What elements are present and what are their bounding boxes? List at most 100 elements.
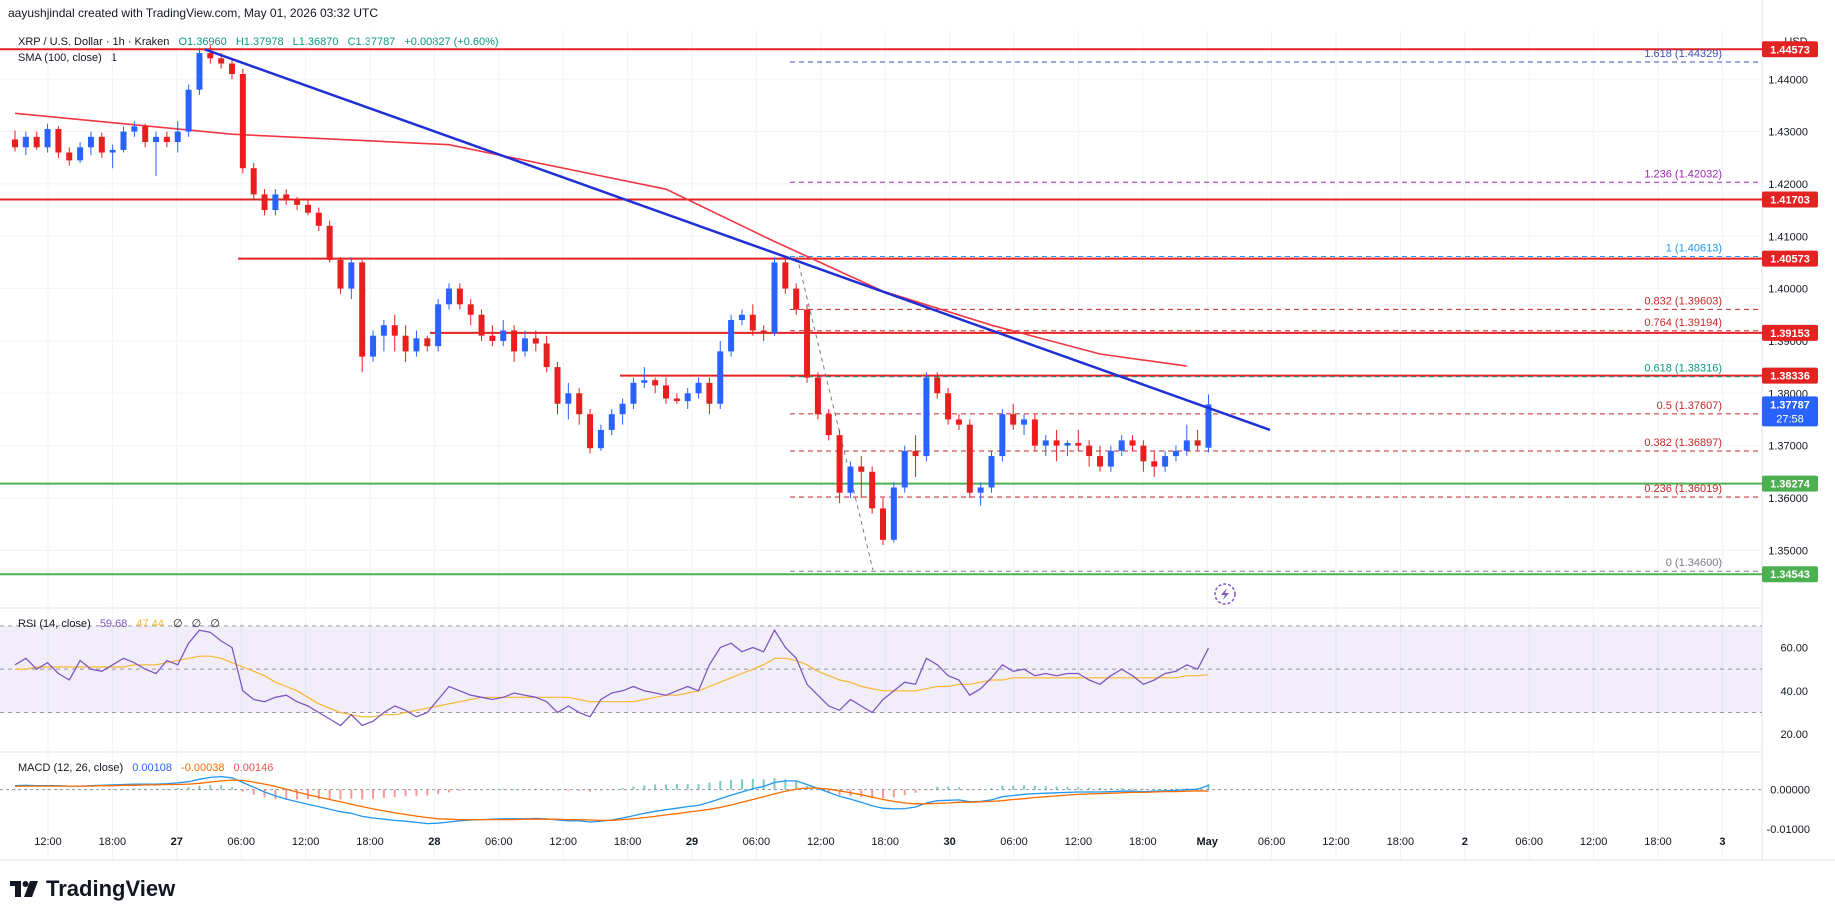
candle-up (109, 144, 116, 169)
candle-down (663, 377, 669, 404)
candle-body (521, 338, 528, 352)
candle-up (890, 482, 897, 543)
candle-down (337, 257, 344, 294)
level-tag-label: 1.40573 (1770, 254, 1810, 266)
macd-histogram-bar (35, 789, 38, 790)
macd-histogram-bar (372, 789, 375, 799)
candle-body (250, 168, 257, 195)
macd-histogram-bar (1185, 788, 1188, 790)
fib-level-label: 0.764 (1.39194) (1644, 317, 1722, 329)
candle-up (977, 482, 984, 506)
candle-body (87, 136, 94, 148)
sma-line (14, 112, 1187, 367)
candle-up (87, 131, 94, 156)
macd-histogram-bar (925, 788, 928, 790)
price-tick-label: 1.36000 (1768, 493, 1808, 505)
candle-up (1162, 450, 1169, 472)
candle-body (836, 435, 843, 493)
macd-histogram-bar (469, 789, 472, 791)
macd-histogram-bar (328, 789, 331, 800)
candle-up (1205, 394, 1212, 453)
fib-level-label: 1.236 (1.42032) (1644, 168, 1722, 180)
candle-body (587, 414, 594, 449)
candle-body (554, 367, 561, 404)
macd-histogram-bar (795, 781, 798, 790)
candle-body (532, 338, 539, 344)
candle-down (836, 429, 843, 504)
candle-body (229, 63, 235, 75)
publish-caption: aayushjindal created with TradingView.co… (8, 6, 378, 20)
macd-histogram-bar (176, 788, 179, 790)
candle-body (294, 199, 301, 205)
macd-histogram-bar (1131, 788, 1134, 790)
candle-body (120, 131, 127, 150)
candle-body (652, 380, 659, 386)
rsi-legend[interactable]: RSI (14, close) 59.68 47.44 ∅ ∅ ∅ (18, 617, 226, 630)
candle-up (174, 121, 181, 153)
candle-down (869, 466, 876, 514)
candle-body (12, 139, 18, 148)
rsi-band (0, 625, 1762, 791)
candle-down (33, 131, 40, 150)
candle-body (402, 335, 409, 352)
candle-down (359, 259, 366, 373)
sma-hidden-count: 1 (110, 52, 117, 64)
macd-histogram-bar (523, 789, 526, 790)
macd-histogram-bar (502, 788, 505, 790)
candle-body (565, 393, 572, 404)
candle-up (1118, 435, 1125, 457)
candle-up (999, 408, 1006, 462)
level-tag-label: 1.44573 (1770, 44, 1810, 56)
candle-body (1118, 440, 1125, 451)
candle-up (44, 123, 51, 153)
level-tag-label: 1.36274 (1770, 479, 1811, 491)
candle-down (239, 68, 246, 174)
fib-level-label: 0.5 (1.37607) (1657, 400, 1722, 412)
candle-down (652, 377, 659, 394)
time-tick-label: 18:00 (1644, 836, 1672, 848)
candle-down (543, 335, 550, 373)
macd-legend[interactable]: MACD (12, 26, close) 0.00108 -0.00038 0.… (18, 762, 279, 774)
candle-down (511, 325, 518, 362)
fib-level-label: 1.618 (1.44329) (1644, 48, 1722, 60)
change-value: +0.00827 (+0.60%) (404, 36, 499, 48)
fib-level-label: 0.236 (1.36019) (1644, 483, 1722, 495)
candle-body (1129, 440, 1136, 446)
candle-down (489, 325, 496, 347)
macd-histogram-bar (350, 789, 353, 799)
candle-body (1086, 445, 1093, 457)
candle-body (825, 414, 832, 436)
candle-up (771, 257, 778, 336)
histogram-value: 0.00146 (233, 762, 274, 774)
macd-histogram-bar (415, 789, 418, 796)
candle-body (424, 338, 431, 347)
candle-body (869, 471, 876, 509)
macd-histogram-bar (263, 789, 266, 798)
bar-countdown-label: 27:58 (1776, 413, 1804, 425)
symbol-label[interactable]: XRP / U.S. Dollar · 1h · Kraken (18, 36, 170, 48)
candle-body (337, 259, 344, 289)
candle-down (294, 197, 301, 211)
fib-level-label: 0.618 (1.38316) (1644, 363, 1722, 375)
sma-legend[interactable]: SMA (100, close) 1 (18, 52, 123, 64)
macd-histogram-bar (990, 788, 993, 790)
rsi-extra-2: ∅ (191, 618, 202, 630)
time-tick-label: 06:00 (743, 836, 771, 848)
horizontal-levels (0, 48, 1762, 576)
candle-up (619, 398, 626, 425)
candle-down (945, 388, 952, 425)
candle-down (576, 388, 583, 425)
candle-down (782, 257, 789, 294)
candle-body (359, 262, 366, 357)
macd-histogram-bar (914, 789, 917, 793)
candle-body (489, 335, 496, 341)
candle-body (706, 382, 713, 404)
level-tag-label: 1.39153 (1770, 328, 1810, 340)
time-tick-label: 06:00 (485, 836, 513, 848)
candle-up (380, 320, 387, 352)
tradingview-logo[interactable]: TradingView (10, 876, 175, 902)
time-tick-label: 18:00 (1387, 836, 1415, 848)
low-value: L1.36870 (292, 36, 339, 48)
